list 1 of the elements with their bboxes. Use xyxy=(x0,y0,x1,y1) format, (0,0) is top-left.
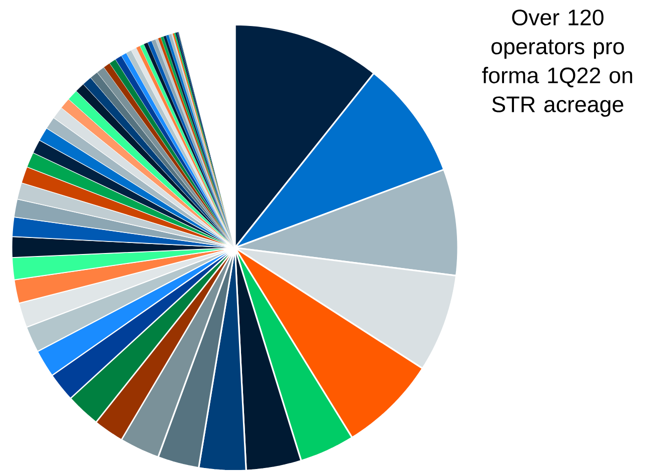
text: Over 120 operators pro forma 1Q22 on STR acreage xyxy=(482,10,632,117)
